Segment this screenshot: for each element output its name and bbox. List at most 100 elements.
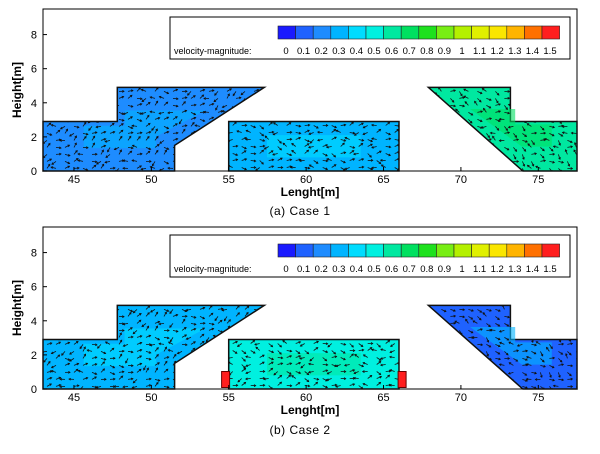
velocity-arrowhead bbox=[353, 371, 357, 375]
velocity-arrow bbox=[172, 361, 177, 366]
velocity-arrowhead bbox=[380, 363, 383, 367]
velocity-arrow bbox=[82, 168, 88, 171]
velocity-arrowhead bbox=[351, 150, 355, 153]
velocity-arrow bbox=[454, 320, 460, 324]
velocity-arrowhead bbox=[524, 373, 528, 376]
velocity-arrow bbox=[55, 377, 61, 380]
velocity-arrow bbox=[60, 126, 66, 130]
flow-region-middle-box bbox=[227, 338, 400, 390]
velocity-arrowhead bbox=[525, 349, 529, 353]
velocity-arrow bbox=[145, 102, 151, 106]
velocity-arrow bbox=[64, 144, 70, 148]
velocity-arrowhead bbox=[378, 358, 382, 361]
velocity-arrow bbox=[358, 122, 364, 126]
velocity-arrowhead bbox=[67, 144, 71, 148]
velocity-arrowhead bbox=[465, 318, 468, 322]
velocity-arrowhead bbox=[334, 136, 337, 140]
velocity-arrow bbox=[322, 369, 328, 372]
contour-band bbox=[470, 327, 552, 365]
velocity-arrowhead bbox=[262, 139, 266, 142]
velocity-arrowhead bbox=[57, 354, 61, 358]
velocity-arrow bbox=[389, 356, 395, 358]
velocity-arrow bbox=[504, 323, 509, 327]
velocity-arrowhead bbox=[182, 128, 186, 132]
velocity-arrow bbox=[495, 344, 501, 347]
velocity-arrowhead bbox=[69, 359, 72, 362]
velocity-arrowhead bbox=[131, 124, 135, 128]
x-axis-label: Lenght[m] bbox=[281, 403, 340, 417]
velocity-arrow bbox=[291, 143, 296, 147]
velocity-arrowhead bbox=[245, 371, 249, 374]
velocity-arrowhead bbox=[173, 353, 177, 357]
velocity-arrow bbox=[150, 344, 156, 346]
velocity-arrow bbox=[250, 125, 256, 128]
flow-region-right-ramp bbox=[426, 304, 578, 390]
velocity-arrowhead bbox=[92, 135, 96, 139]
velocity-arrowhead bbox=[236, 130, 240, 133]
velocity-arrowhead bbox=[185, 308, 189, 312]
velocity-arrowhead bbox=[272, 153, 275, 156]
velocity-arrowhead bbox=[59, 146, 62, 150]
velocity-arrow bbox=[468, 330, 473, 334]
velocity-arrowhead bbox=[130, 377, 134, 381]
velocity-arrow bbox=[576, 386, 577, 389]
velocity-arrow bbox=[127, 116, 133, 120]
velocity-arrow bbox=[118, 332, 122, 338]
velocity-arrowhead bbox=[291, 143, 294, 146]
legend-label: 0.8 bbox=[420, 264, 433, 275]
velocity-arrowhead bbox=[487, 135, 490, 139]
velocity-legend: velocity-magnitude: 0 0.1 0.2 0.3 0.4 0.5 0.6 0.… bbox=[169, 16, 571, 60]
velocity-arrow bbox=[241, 167, 247, 170]
velocity-arrowhead bbox=[361, 138, 365, 142]
velocity-arrow bbox=[141, 98, 147, 102]
velocity-arrow bbox=[64, 363, 70, 366]
velocity-arrowhead bbox=[243, 359, 246, 362]
velocity-arrow bbox=[522, 126, 526, 131]
velocity-arrow bbox=[136, 355, 142, 359]
legend-swatch bbox=[400, 25, 420, 40]
velocity-arrow bbox=[340, 167, 346, 171]
velocity-arrowhead bbox=[352, 369, 356, 372]
velocity-arrow bbox=[349, 146, 355, 149]
velocity-arrow bbox=[82, 136, 87, 141]
velocity-arrow bbox=[118, 119, 124, 121]
velocity-arrowhead bbox=[542, 359, 545, 363]
velocity-arrow bbox=[331, 356, 337, 358]
velocity-arrowhead bbox=[489, 131, 493, 135]
velocity-arrow bbox=[349, 343, 354, 348]
velocity-arrowhead bbox=[552, 160, 556, 164]
velocity-arrowhead bbox=[59, 126, 63, 130]
velocity-arrowhead bbox=[352, 146, 356, 149]
velocity-arrowhead bbox=[96, 162, 99, 165]
velocity-arrowhead bbox=[289, 130, 293, 134]
velocity-arrow bbox=[109, 131, 115, 134]
velocity-arrow bbox=[549, 133, 555, 137]
velocity-arrowhead bbox=[50, 351, 54, 355]
velocity-arrow bbox=[232, 145, 238, 147]
velocity-arrow bbox=[358, 349, 364, 351]
velocity-arrowhead bbox=[306, 149, 310, 153]
velocity-arrowhead bbox=[570, 364, 574, 368]
x-tick-label: 65 bbox=[377, 174, 389, 186]
velocity-arrow bbox=[150, 309, 156, 313]
inlet-vent bbox=[221, 371, 231, 388]
velocity-arrowhead bbox=[507, 111, 511, 115]
velocity-arrow bbox=[127, 312, 132, 317]
velocity-arrowhead bbox=[498, 103, 501, 106]
velocity-arrow bbox=[486, 133, 490, 138]
velocity-arrowhead bbox=[470, 317, 474, 320]
velocity-arrowhead bbox=[271, 130, 275, 134]
velocity-arrow bbox=[64, 154, 71, 157]
velocity-arrowhead bbox=[182, 318, 186, 322]
velocity-arrowhead bbox=[185, 337, 189, 340]
velocity-arrowhead bbox=[552, 145, 556, 148]
velocity-arrowhead bbox=[149, 96, 153, 99]
velocity-arrowhead bbox=[155, 311, 159, 315]
velocity-arrowhead bbox=[43, 350, 45, 354]
velocity-arrowhead bbox=[67, 161, 71, 165]
velocity-arrow bbox=[468, 309, 474, 312]
velocity-arrow bbox=[55, 341, 61, 345]
velocity-arrow bbox=[349, 353, 354, 358]
velocity-arrowhead bbox=[167, 329, 170, 332]
velocity-arrowhead bbox=[141, 324, 145, 327]
